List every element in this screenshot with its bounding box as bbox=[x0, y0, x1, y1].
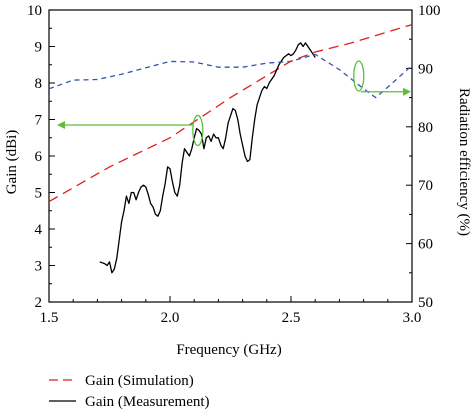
y-right-tick-label: 80 bbox=[418, 120, 433, 136]
x-tick-label: 1.5 bbox=[40, 310, 59, 326]
y-left-tick-label: 8 bbox=[35, 76, 43, 92]
y-left-axis-title: Gain (dBi) bbox=[4, 130, 20, 195]
y-left-tick-label: 2 bbox=[35, 295, 43, 311]
annotation-ellipse-efficiency bbox=[353, 60, 365, 92]
y-right-axis-title: Radiation efficiency (%) bbox=[456, 88, 472, 236]
x-tick-label: 2.5 bbox=[282, 310, 301, 326]
series-line-gain-measurement bbox=[99, 42, 316, 274]
y-left-tick-label: 4 bbox=[35, 222, 43, 238]
y-left-tick-label: 10 bbox=[27, 3, 42, 19]
legend: Gain (Simulation) Gain (Measurement) bbox=[49, 373, 210, 410]
legend-label: Gain (Simulation) bbox=[85, 373, 194, 389]
x-tick-label: 2.0 bbox=[161, 310, 180, 326]
y-right-tick-label: 100 bbox=[418, 3, 441, 19]
y-right-tick-label: 60 bbox=[418, 237, 433, 253]
y-left-tick-label: 9 bbox=[35, 40, 43, 56]
series-line-gain-simulation bbox=[48, 23, 413, 203]
x-tick-label: 3.0 bbox=[403, 310, 422, 326]
y-left-axis-ticks: 2 3 4 5 6 7 8 9 10 bbox=[27, 3, 55, 311]
y-right-axis-ticks: 50 60 70 80 90 100 bbox=[406, 3, 441, 311]
y-left-tick-label: 6 bbox=[35, 149, 43, 165]
y-right-tick-label: 70 bbox=[418, 178, 433, 194]
plot-border bbox=[48, 9, 413, 303]
y-left-tick-label: 3 bbox=[35, 259, 43, 275]
y-left-tick-label: 5 bbox=[35, 186, 43, 202]
x-axis-title: Frequency (GHz) bbox=[176, 342, 281, 358]
annotation-layer bbox=[57, 60, 411, 147]
plot-frame bbox=[48, 9, 413, 303]
y-right-tick-label: 50 bbox=[418, 295, 433, 311]
y-left-tick-label: 7 bbox=[35, 113, 43, 129]
legend-label: Gain (Measurement) bbox=[85, 394, 210, 410]
annotation-ellipse-gain bbox=[192, 114, 204, 147]
x-axis-ticks: 1.5 2.0 2.5 3.0 bbox=[40, 296, 422, 326]
y-right-tick-label: 90 bbox=[418, 61, 433, 77]
